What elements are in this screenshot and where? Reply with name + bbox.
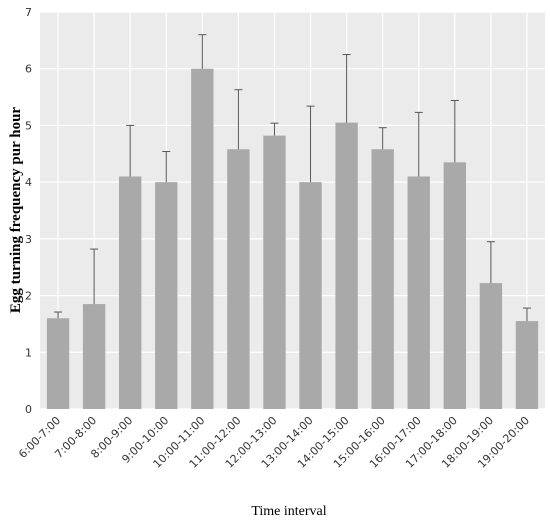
bar [371,149,394,409]
bar [335,122,358,409]
y-tick-label: 3 [25,233,32,246]
bar [299,182,322,409]
bar [479,283,503,409]
bar [155,182,178,409]
y-tick-label: 4 [25,176,32,189]
bar [118,176,142,409]
y-tick-label: 2 [25,290,32,303]
error-bars [54,34,531,322]
bar [407,176,430,409]
y-tick-label: 1 [25,346,32,359]
y-axis-title: Egg turning frequency pur hour [8,107,24,313]
bar [515,321,539,409]
bar [263,135,286,409]
bar [191,68,214,409]
bar [46,318,70,409]
bar [82,304,106,409]
y-tick-label: 0 [25,403,32,416]
y-tick-label: 6 [25,63,32,76]
y-tick-label: 5 [25,119,32,132]
bar [443,162,467,409]
plot-area [40,12,545,409]
x-axis-ticks: 6:00-7:007:00-8:008:00-9:009:00-10:0010:… [16,414,532,471]
x-axis-title: Time interval [251,504,326,519]
y-tick-label: 7 [25,6,32,19]
bar [227,149,250,409]
bars [46,68,539,409]
y-axis-ticks: 0 1 2 3 4 5 6 7 [25,6,32,416]
